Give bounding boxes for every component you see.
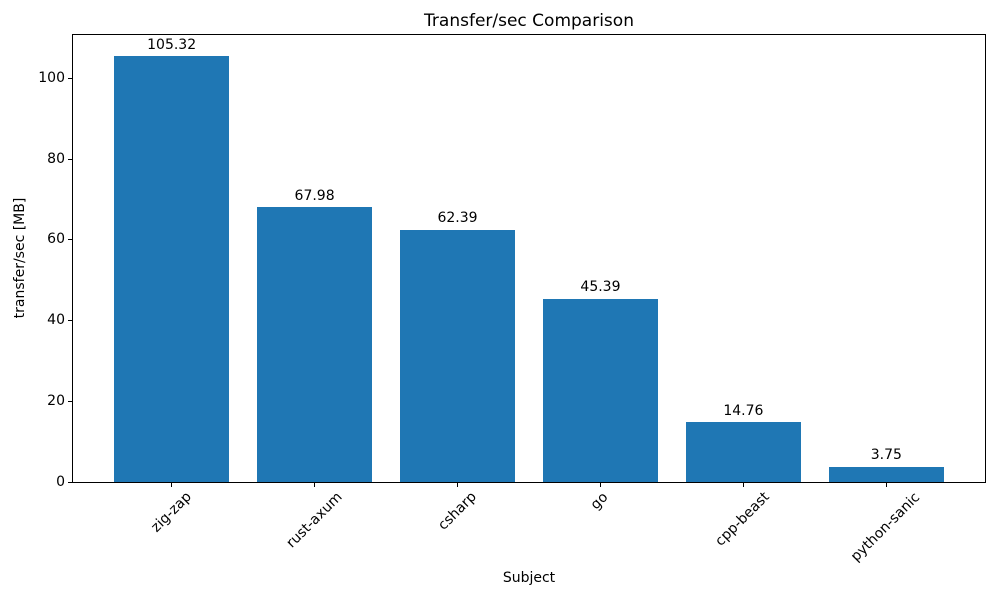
y-tick-mark (68, 239, 72, 241)
y-tick-label: 20 (47, 393, 65, 410)
bar-value-label: 62.39 (437, 210, 478, 227)
x-tick-mark (314, 483, 316, 487)
y-axis-label: transfer/sec [MB] (12, 197, 28, 319)
y-tick-label: 100 (38, 69, 65, 86)
y-tick-label: 0 (56, 474, 65, 490)
y-tick-label: 60 (47, 231, 65, 248)
x-tick-mark (171, 483, 173, 487)
x-tick-label: cpp-beast (712, 489, 774, 550)
x-tick-mark (457, 483, 459, 487)
y-tick-mark (68, 320, 72, 322)
x-axis-label: Subject (502, 570, 556, 586)
bar-value-label: 3.75 (870, 447, 902, 464)
bar (543, 298, 658, 482)
x-tick-label: zig-zap (147, 489, 195, 537)
bar-value-label: 45.39 (580, 279, 621, 296)
bar-value-label: 14.76 (723, 402, 764, 419)
bar (257, 207, 372, 482)
bar-value-label: 105.32 (147, 36, 197, 53)
bar (114, 56, 229, 482)
x-tick-mark (885, 483, 887, 487)
x-tick-label: python-sanic (848, 489, 924, 565)
y-tick-mark (68, 401, 72, 403)
x-tick-mark (599, 483, 601, 487)
x-tick-label: go (588, 489, 612, 513)
bar (686, 422, 801, 482)
bar (400, 229, 515, 482)
x-tick-mark (742, 483, 744, 487)
x-tick-label: csharp (434, 489, 480, 534)
y-tick-label: 80 (47, 150, 65, 167)
bar-value-label: 67.98 (294, 187, 335, 204)
x-tick-label: rust-axum (283, 489, 346, 552)
y-tick-label: 40 (47, 312, 65, 329)
y-tick-mark (68, 77, 72, 79)
bar (829, 466, 944, 482)
chart-title: Transfer/sec Comparison (424, 11, 634, 31)
y-tick-mark (68, 158, 72, 160)
y-tick-mark (68, 482, 72, 483)
plot-area: 0 20 40 60 80 100 105.32 zig-zap 67.98 rust-axum 6… (38, 34, 986, 564)
